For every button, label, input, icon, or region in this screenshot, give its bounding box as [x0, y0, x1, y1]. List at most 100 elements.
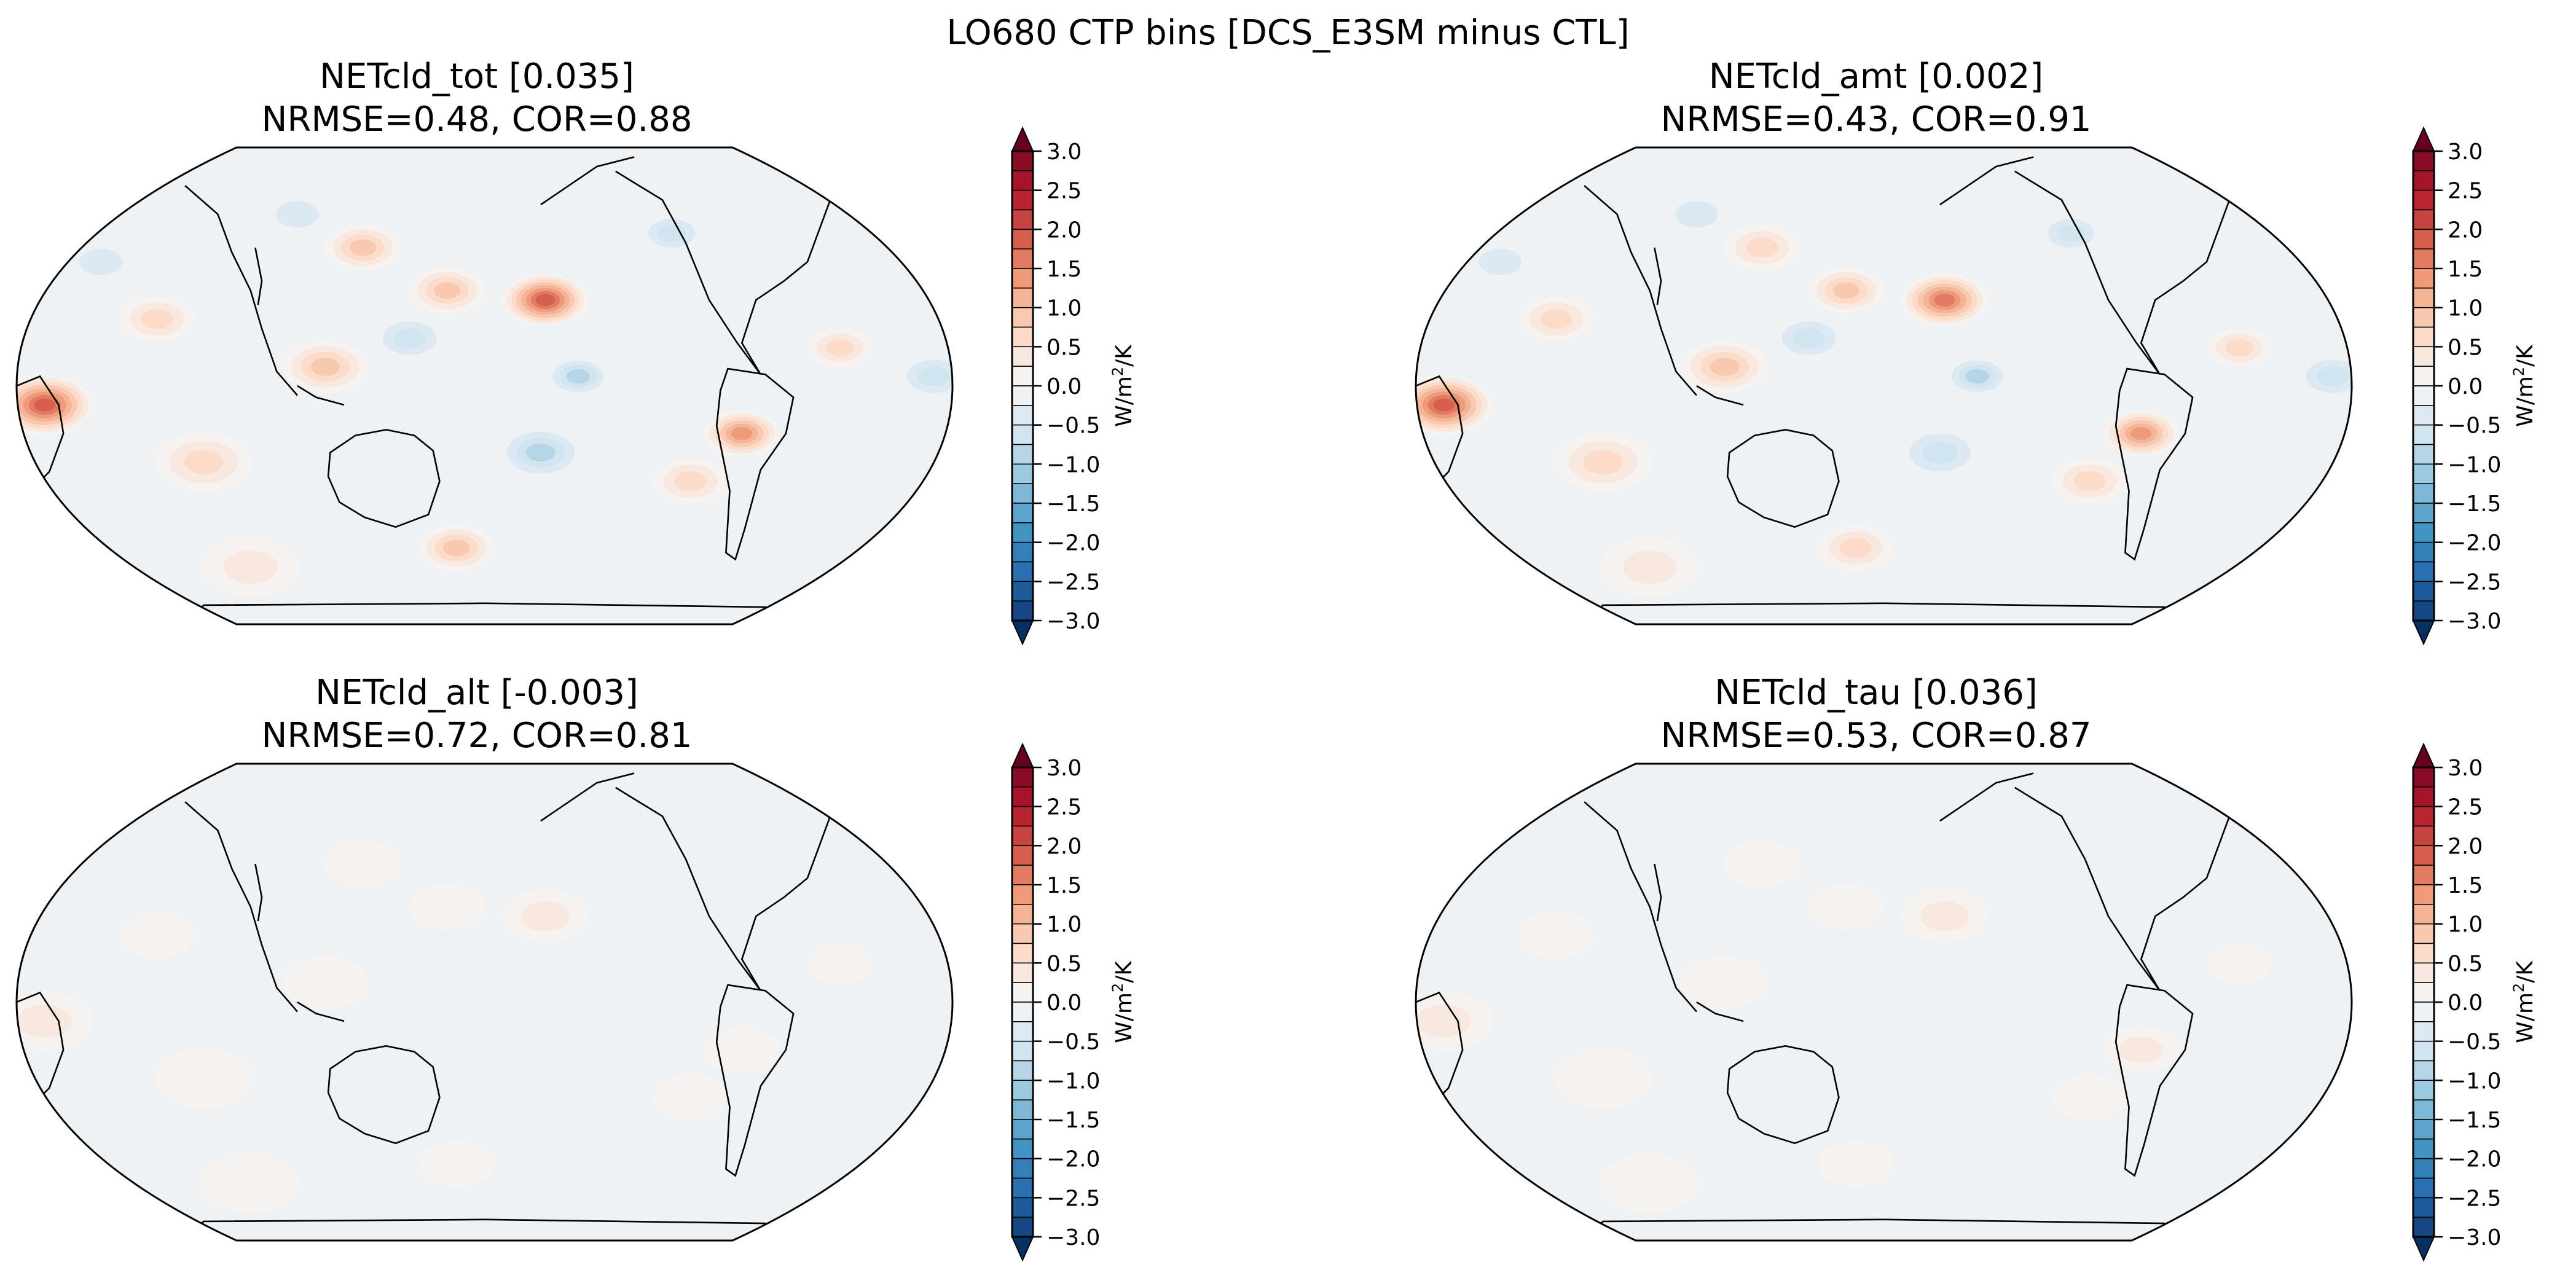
contour-patch — [34, 398, 55, 412]
label-main: W/m — [1112, 376, 1137, 427]
colorbar-tick-label: −1.5 — [2448, 492, 2501, 517]
colorbar-bin — [2413, 767, 2435, 788]
colorbar-bin — [2413, 982, 2435, 1003]
contour-patch — [2317, 366, 2349, 386]
label-tail: /K — [2513, 960, 2538, 983]
contour-patch — [324, 840, 401, 887]
colorbar-bin — [2413, 1099, 2435, 1120]
coastline — [185, 802, 297, 1011]
colorbar-tick-label: 1.5 — [2448, 257, 2483, 282]
colorbar-bin — [1011, 288, 1034, 308]
colorbar-label: W/m2/K — [1109, 344, 1137, 427]
colorbar-bin — [2413, 561, 2435, 582]
contour-patch — [1793, 328, 1825, 348]
colorbar-tick-label: 2.0 — [2448, 834, 2483, 859]
colorbar-bin — [1011, 366, 1034, 386]
contour-patch — [2258, 184, 2324, 225]
colorbar-bin — [1011, 1119, 1034, 1140]
map-field — [17, 764, 952, 1241]
colorbar-bin — [1011, 1139, 1034, 1159]
coastline — [1727, 1046, 1839, 1143]
contour-patch — [201, 1153, 300, 1213]
colorbar-extend-min — [2412, 620, 2435, 646]
coastline — [2116, 985, 2193, 1175]
colorbar-bin — [1011, 1177, 1034, 1199]
colorbar-bin — [1011, 786, 1034, 807]
contour-patch — [1553, 1048, 1652, 1109]
contour-patch — [154, 1048, 253, 1109]
colorbar-tick-label: 0.0 — [2448, 374, 2483, 399]
label-sup: 2 — [2510, 983, 2527, 992]
colorbar-bin — [1011, 600, 1034, 621]
contour-patch — [2266, 806, 2315, 836]
contour-patch — [826, 339, 855, 357]
colorbar-tick-label: −0.5 — [1046, 414, 1100, 439]
colorbar-tick-label: −2.5 — [1046, 1186, 1100, 1211]
colorbar-tick-label: 1.0 — [1046, 912, 1082, 938]
contour-patch — [917, 366, 950, 386]
colorbar-bin — [2413, 1119, 2435, 1140]
coastline — [328, 429, 439, 527]
coastline — [255, 157, 634, 406]
colorbar-bin — [2413, 943, 2435, 964]
coastline — [717, 369, 793, 559]
contour-patch — [141, 309, 173, 329]
colorbar-tick-label: 3.0 — [1046, 756, 1082, 781]
contour-patch — [79, 248, 123, 275]
contour-patch — [1920, 901, 1969, 931]
contour-patch — [2057, 224, 2086, 242]
colorbar-tick-label: −3.0 — [1046, 609, 1100, 634]
colorbar-tick-label: −3.0 — [2448, 1225, 2501, 1250]
colorbar-bin — [2413, 1021, 2435, 1042]
colorbar-bin — [2413, 151, 2435, 171]
colorbar-bin — [1011, 307, 1034, 328]
colorbar-bin — [2413, 1080, 2435, 1100]
colorbar-bin — [2413, 1217, 2435, 1237]
colorbar-tick-label: 0.0 — [2448, 990, 2483, 1016]
colorbar-tick-label: −3.0 — [2448, 609, 2501, 634]
colorbar-extend-max — [2412, 742, 2435, 768]
colorbar-bin — [2413, 366, 2435, 386]
colorbar-bin — [1011, 326, 1034, 348]
contour-patch — [393, 328, 426, 348]
panel-title: NETcld_alt [-0.003] — [315, 673, 638, 713]
colorbar-tick-label: 0.0 — [1046, 990, 1082, 1016]
contour-patch — [1622, 550, 1677, 584]
colorbar-tick-label: −3.0 — [1046, 1225, 1100, 1250]
colorbar-tick-label: 0.5 — [1046, 335, 1082, 360]
colorbar-bin — [2413, 189, 2435, 211]
label-sup: 2 — [1109, 367, 1126, 376]
colorbar-extend-max — [1011, 742, 1034, 768]
colorbar-bin — [1011, 1040, 1034, 1062]
contour-patch — [350, 239, 377, 256]
contour-patch — [281, 956, 369, 1010]
colorbar-bin — [2413, 268, 2435, 289]
colorbar-tick-label: 1.5 — [1046, 873, 1082, 898]
contour-patch — [1833, 282, 1860, 299]
colorbar-tick-label: 1.0 — [1046, 296, 1082, 321]
colorbar-bin — [2413, 923, 2435, 944]
panel-stats: NRMSE=0.43, COR=0.91 — [1661, 100, 2092, 139]
contour-patch — [882, 198, 901, 211]
colorbar-bin — [1011, 346, 1034, 367]
contour-patch — [1746, 237, 1778, 257]
contour-patch — [1540, 309, 1573, 329]
panel-NETcld_tau: NETcld_tau [0.036]NRMSE=0.53, COR=0.87 3.… — [1415, 673, 2538, 1262]
label-tail: /K — [1112, 344, 1137, 367]
colorbar-bin — [1011, 982, 1034, 1003]
contour-patch — [17, 1005, 72, 1038]
colorbar-bin — [1011, 483, 1034, 504]
colorbar-bin — [2413, 600, 2435, 621]
contour-patch — [674, 471, 707, 492]
colorbar-extend-min — [1011, 1236, 1034, 1262]
colorbar-bin — [2413, 864, 2435, 885]
colorbar-tick-label: 2.0 — [2448, 218, 2483, 243]
colorbar-bin — [1011, 1158, 1034, 1179]
colorbar-bin — [2413, 346, 2435, 367]
contour-patch — [1600, 1153, 1699, 1213]
colorbar-tick-label: 2.5 — [2448, 795, 2483, 820]
contour-patch — [2073, 471, 2106, 492]
colorbar-tick-label: −2.0 — [2448, 1147, 2501, 1172]
contour-patch — [310, 358, 340, 376]
colorbar-bin — [2413, 825, 2435, 847]
